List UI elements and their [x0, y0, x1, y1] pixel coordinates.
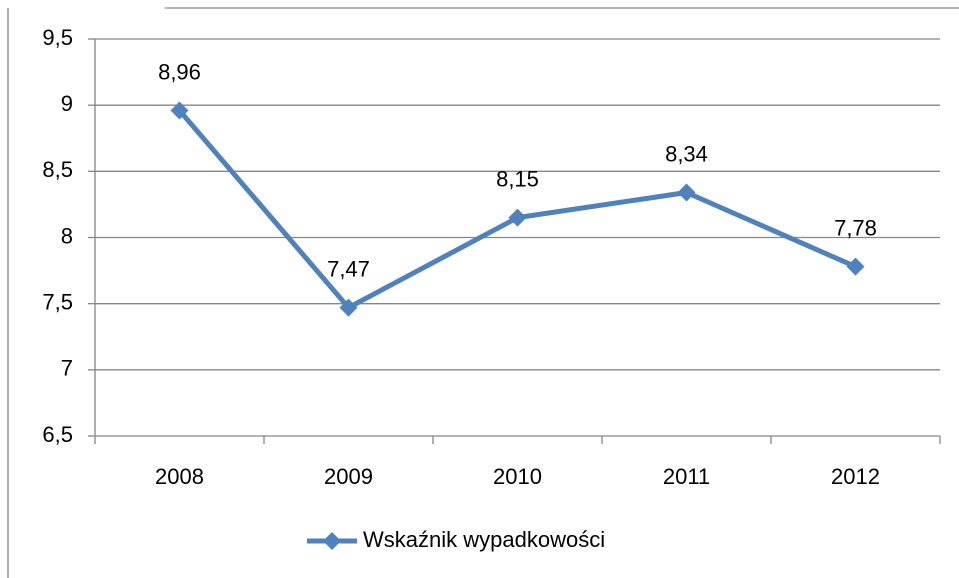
- x-tick-label: 2011: [663, 464, 710, 489]
- y-tick-label: 8,5: [42, 157, 73, 182]
- y-tick-label: 7: [61, 356, 73, 381]
- x-tick-label: 2008: [155, 464, 204, 489]
- y-tick-label: 9: [61, 91, 73, 116]
- legend-label: Wskaźnik wypadkowości: [363, 527, 605, 552]
- y-tick-label: 9,5: [42, 25, 73, 50]
- x-tick-label: 2010: [493, 464, 542, 489]
- data-label: 7,78: [834, 215, 877, 240]
- marker: [339, 298, 358, 317]
- x-tick-label: 2009: [324, 464, 373, 489]
- data-label: 8,96: [158, 59, 201, 84]
- marker: [170, 101, 189, 120]
- y-tick-label: 7,5: [42, 289, 73, 314]
- y-tick-label: 8: [61, 223, 73, 248]
- marker: [508, 208, 527, 227]
- data-label: 7,47: [327, 256, 370, 281]
- y-tick-label: 6,5: [42, 422, 73, 447]
- data-label: 8,15: [496, 166, 539, 191]
- x-tick-label: 2012: [831, 464, 880, 489]
- legend-marker: [323, 532, 341, 550]
- marker: [846, 257, 865, 276]
- marker: [677, 183, 696, 202]
- data-label: 8,34: [665, 141, 708, 166]
